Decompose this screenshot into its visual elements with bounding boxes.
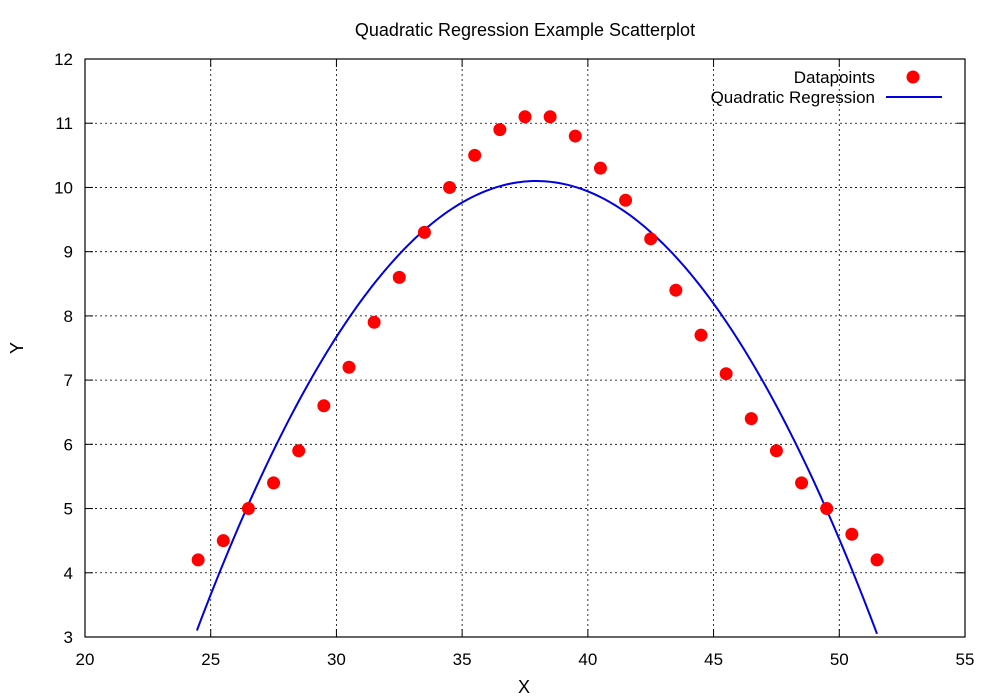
regression-curve [195, 180, 878, 635]
axis-ticks [84, 58, 966, 638]
x-tick-labels: 20 25 30 35 40 45 50 55 [76, 650, 975, 669]
data-point [694, 328, 708, 342]
legend-label-quadratic-regression: Quadratic Regression [711, 88, 875, 107]
y-axis-title: Y [7, 342, 27, 354]
x-tick-label: 25 [201, 650, 220, 669]
chart-title: Quadratic Regression Example Scatterplot [355, 20, 695, 40]
data-point [367, 315, 381, 329]
data-point [744, 412, 758, 426]
data-point [392, 270, 406, 284]
data-point [669, 283, 683, 297]
data-point [769, 444, 783, 458]
y-tick-label: 8 [64, 307, 73, 326]
data-point [619, 193, 633, 207]
plot-frame [84, 58, 966, 638]
y-tick-label: 4 [64, 564, 73, 583]
y-tick-labels: 3 4 5 6 7 8 9 10 11 12 [54, 50, 73, 647]
x-tick-label: 35 [453, 650, 472, 669]
legend-marker-datapoints [906, 70, 920, 84]
y-tick-label: 6 [64, 435, 73, 454]
data-point [267, 476, 281, 490]
data-point [317, 399, 331, 413]
data-point [292, 444, 306, 458]
x-tick-label: 40 [578, 650, 597, 669]
data-point [870, 553, 884, 567]
data-point [644, 232, 658, 246]
x-tick-label: 30 [327, 650, 346, 669]
y-tick-label: 12 [54, 50, 73, 69]
y-tick-label: 9 [64, 243, 73, 262]
legend: Datapoints Quadratic Regression [711, 68, 942, 107]
data-point [543, 110, 557, 124]
data-point [191, 553, 205, 567]
data-series [191, 110, 884, 635]
y-tick-label: 5 [64, 500, 73, 519]
x-axis-title: X [518, 677, 530, 697]
y-tick-label: 10 [54, 178, 73, 197]
data-point [820, 502, 834, 516]
data-point [216, 534, 230, 548]
data-point [241, 502, 255, 516]
data-point [468, 148, 482, 162]
x-tick-label: 45 [704, 650, 723, 669]
x-tick-label: 50 [830, 650, 849, 669]
x-tick-label: 55 [956, 650, 975, 669]
y-tick-label: 11 [55, 114, 73, 133]
data-point [342, 360, 356, 374]
data-point [568, 129, 582, 143]
data-point [493, 123, 507, 137]
legend-label-datapoints: Datapoints [794, 68, 875, 87]
data-point [518, 110, 532, 124]
data-point [593, 161, 607, 175]
y-tick-label: 7 [64, 371, 73, 390]
data-point [795, 476, 809, 490]
data-point [443, 180, 457, 194]
data-point [845, 527, 859, 541]
x-tick-label: 20 [76, 650, 95, 669]
y-tick-label: 3 [64, 628, 73, 647]
data-point [417, 225, 431, 239]
grid [85, 59, 965, 637]
data-point [719, 367, 733, 381]
